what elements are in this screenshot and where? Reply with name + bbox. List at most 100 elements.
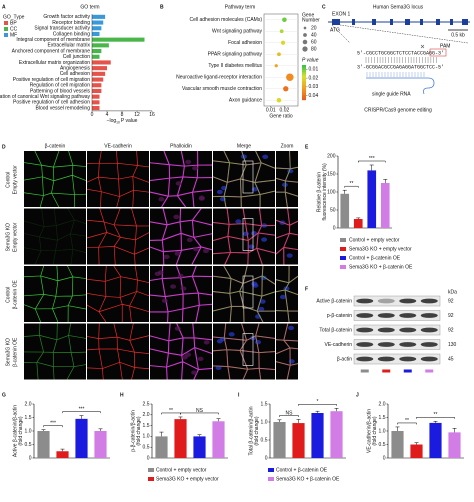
lane-key	[360, 369, 369, 373]
exon	[450, 19, 453, 25]
x-tick-label: 4	[106, 112, 109, 118]
category-label: Wnt signaling pathway	[212, 29, 263, 35]
axis-label-part: −log	[107, 118, 117, 124]
nucleus	[281, 182, 288, 188]
error-bar	[41, 429, 46, 431]
cell-junctions	[86, 323, 150, 380]
y-tick-label: 1.0	[261, 419, 268, 425]
panel-letter: I	[238, 392, 240, 398]
band	[420, 356, 438, 362]
error-bar	[369, 164, 374, 171]
legend-label: Control + β-catenin OE	[276, 467, 328, 473]
scale-label: 0.5 kb	[451, 32, 465, 38]
legend-title: P value	[302, 57, 319, 63]
axis-label: VE-cadherin/β-actin	[366, 409, 372, 453]
axis-label: Gene ratio	[269, 113, 293, 119]
axis-label: (fold change)	[136, 416, 142, 446]
pam-label: PAM	[440, 43, 450, 49]
x-tick-label: 12	[134, 112, 140, 118]
category-label: PPAR signaling pathway	[208, 52, 263, 58]
category-label: Blood vessel remodeling	[36, 105, 91, 111]
exon	[405, 19, 410, 25]
panel-letter: F	[305, 286, 308, 292]
cell-junctions	[149, 208, 213, 265]
sig-label: NS	[286, 410, 294, 416]
row-label: Control	[5, 172, 11, 188]
micrograph	[276, 151, 298, 207]
point	[283, 86, 289, 92]
nucleus	[288, 325, 295, 331]
bar	[391, 431, 404, 458]
legend-title: GO_Type	[3, 14, 25, 20]
legend-label: 40	[311, 32, 317, 38]
legend-swatch	[148, 477, 154, 481]
nucleus	[161, 298, 168, 303]
x-tick-label: 8	[121, 112, 124, 118]
cell-junctions	[275, 150, 299, 208]
band	[377, 342, 395, 347]
legend-label: Sema3G KO + empty vector	[349, 246, 412, 252]
band	[356, 342, 374, 347]
cell-junctions	[212, 150, 276, 208]
zoom-box	[242, 160, 254, 194]
y-tick-label: 100	[327, 189, 336, 195]
sig-bracket	[416, 417, 455, 419]
column-header: Phalloidin	[170, 143, 192, 149]
legend-label: MF	[10, 32, 17, 38]
sig-label: ***	[79, 406, 85, 412]
nucleus	[261, 237, 268, 242]
colorbar-cell	[302, 66, 306, 69]
nucleus	[177, 273, 184, 279]
nucleus	[215, 365, 222, 371]
cell-junctions	[23, 150, 87, 208]
blot	[353, 310, 441, 321]
bar	[92, 71, 106, 76]
lane-key	[382, 369, 391, 373]
error-bar	[315, 410, 320, 413]
bar	[92, 88, 102, 93]
band-label: p-β-catenin	[327, 313, 352, 319]
colorbar-cell	[302, 65, 306, 67]
bar	[155, 436, 168, 458]
exon	[436, 19, 440, 25]
axis-label: Total β-catenin/β-actin	[248, 406, 254, 455]
nucleus	[198, 196, 205, 201]
category-label: Positive regulation of cell adhesion	[13, 100, 90, 106]
cell-junctions	[275, 208, 299, 265]
bar	[174, 419, 187, 458]
colorbar-label: 0.02	[309, 75, 319, 81]
bar	[56, 451, 69, 458]
sig-label: **	[434, 412, 438, 418]
legend-size	[302, 46, 308, 52]
band	[399, 313, 417, 318]
bar	[37, 431, 50, 458]
y-tick-label: 50	[330, 207, 336, 213]
error-bar	[414, 442, 419, 445]
point	[274, 64, 278, 68]
axis-label: Active β-catenin/β-actin	[12, 405, 18, 457]
sequence: 5'-CGCCTGCGGCTCTCCTACCGAGG-3'	[357, 50, 444, 56]
legend-swatch	[4, 21, 8, 25]
colorbar-cell	[302, 89, 306, 92]
exon	[462, 19, 468, 25]
nucleus	[228, 332, 235, 337]
error-bar	[216, 418, 221, 422]
x-tick-label: 0	[91, 112, 94, 118]
nucleus	[258, 306, 265, 312]
cell-junctions	[86, 265, 150, 323]
legend-label: 60	[311, 39, 317, 45]
atg-label: ATG	[330, 27, 340, 33]
colorbar-label: 0.03	[309, 84, 319, 90]
y-tick-label: 1.5	[25, 415, 32, 421]
scissors	[420, 44, 425, 49]
sig-bracket	[62, 411, 101, 414]
point	[277, 52, 281, 57]
micrograph	[213, 208, 275, 265]
exon	[390, 19, 393, 25]
cell-junctions	[149, 150, 213, 208]
colorbar-cell	[302, 93, 306, 95]
category-label: Type II diabetes mellitus	[208, 63, 262, 69]
exon	[332, 19, 340, 25]
zoom-box	[242, 275, 254, 309]
